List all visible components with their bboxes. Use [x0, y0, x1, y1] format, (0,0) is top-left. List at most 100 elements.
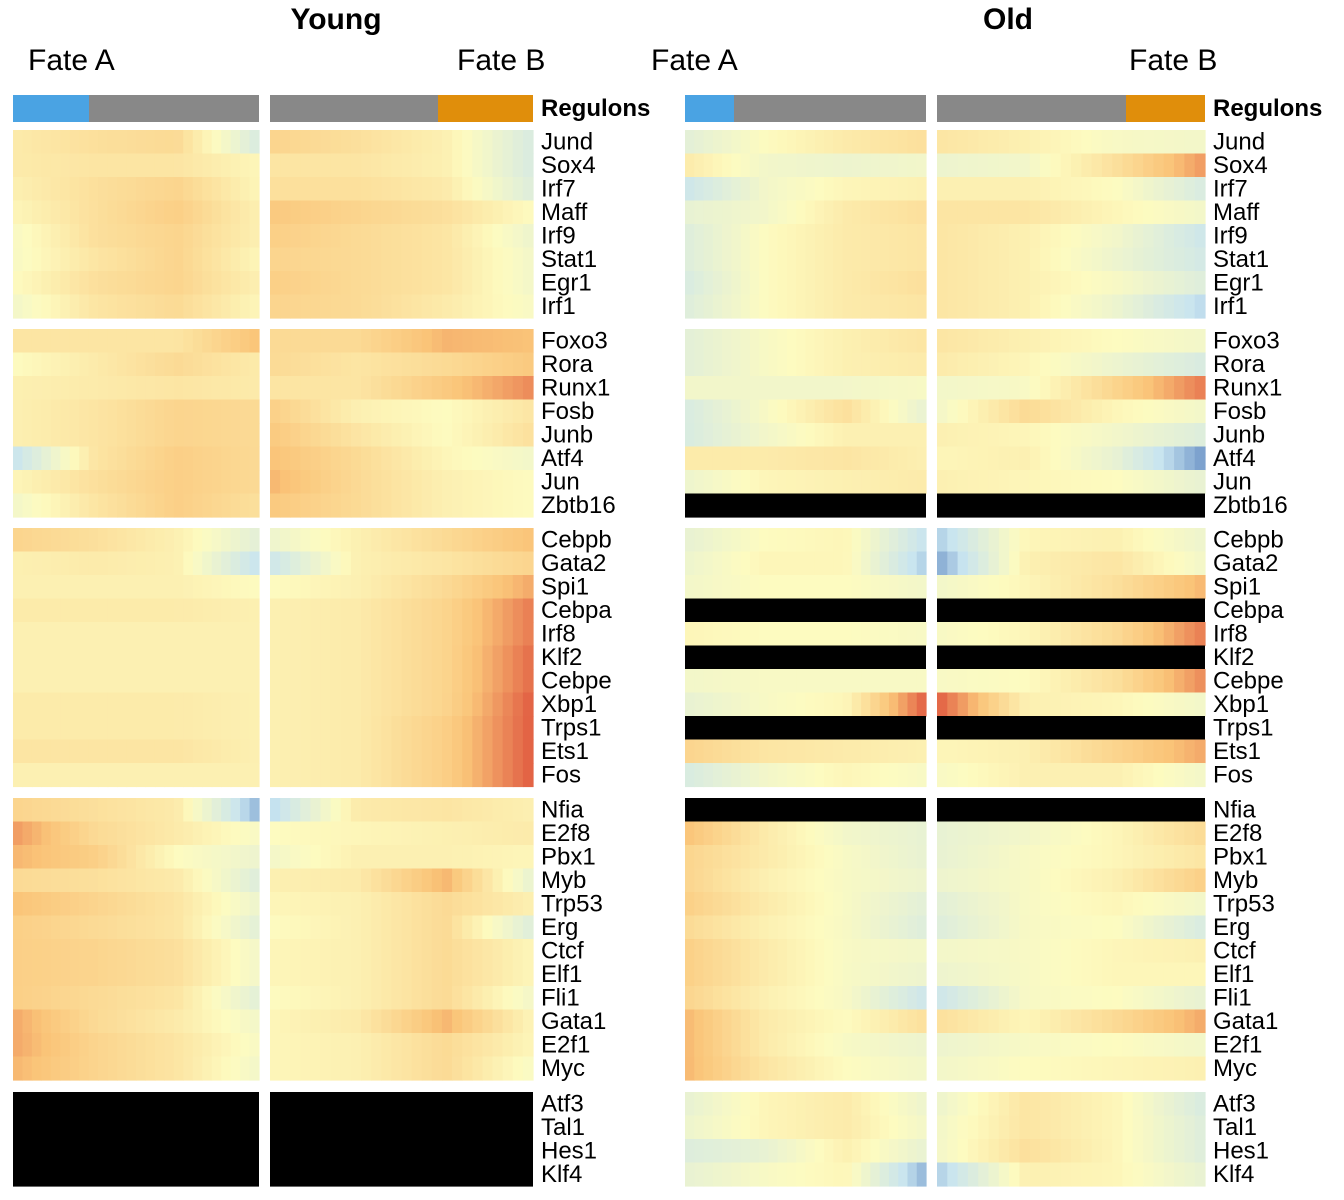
young-cell-Trps1-a-18 — [183, 716, 194, 741]
old-cell-Xbp1-a-0 — [685, 692, 695, 717]
old-cell-Rora-a-0 — [685, 352, 695, 377]
old-cell-Maff-b-10 — [1040, 200, 1051, 225]
young-cell-Trp53-a-9 — [98, 892, 109, 917]
old-cell-Junb-a-24 — [907, 423, 918, 448]
young-cell-Irf9-b-19 — [462, 224, 473, 249]
young-cell-Cebpe-a-10 — [107, 669, 118, 694]
young-cell-Jun-a-10 — [107, 470, 118, 495]
young-cell-Maff-b-15 — [421, 200, 433, 225]
old-cell-Ets1-b-20 — [1143, 739, 1155, 764]
young-cell-Myb-a-25 — [249, 868, 260, 893]
old-cell-Atf4-b-4 — [978, 446, 990, 471]
young-cell-Myb-b-7 — [340, 868, 352, 893]
young-cell-Cebpe-a-4 — [50, 669, 61, 694]
old-cell-Maff-a-4 — [722, 200, 732, 225]
old-cell-Fli1-b-25 — [1194, 986, 1206, 1011]
old-cell-Cebpe-a-8 — [759, 669, 770, 694]
old-cell-Rora-a-25 — [916, 352, 927, 377]
old-cell-Foxo3-b-8 — [1019, 329, 1031, 354]
young-cell-Myc-a-18 — [183, 1056, 194, 1081]
old-cell-Fli1-b-3 — [967, 986, 979, 1011]
old-cell-Cebpe-b-12 — [1060, 669, 1072, 694]
old-cell-Ets1-b-24 — [1184, 739, 1196, 764]
young-row-label-Fli1: Fli1 — [541, 985, 580, 1012]
young-cell-Cebpb-a-20 — [202, 528, 213, 553]
young-cell-Gata1-b-0 — [270, 1009, 281, 1034]
young-cell-Elf1-a-11 — [117, 962, 128, 987]
old-cell-Jund-b-13 — [1071, 130, 1082, 155]
old-cell-Cebpb-a-17 — [842, 528, 853, 553]
young-cell-Pbx1-b-23 — [502, 845, 514, 870]
young-cell-Pbx1-a-24 — [240, 845, 251, 870]
old-cell-Fos-a-5 — [731, 763, 742, 788]
old-cell-Atf3-a-18 — [851, 1092, 862, 1117]
old-cell-Tal1-a-6 — [740, 1115, 751, 1140]
young-cell-Junb-b-18 — [452, 423, 463, 448]
young-cell-Ctcf-b-20 — [472, 939, 484, 964]
young-cell-Foxo3-b-12 — [391, 329, 403, 354]
old-cell-Irf7-b-24 — [1184, 177, 1196, 202]
old-cell-Sox4-a-6 — [740, 153, 751, 178]
young-cell-Stat1-a-2 — [31, 247, 42, 272]
young-cell-Cebpa-a-9 — [98, 598, 109, 623]
old-cell-Atf4-b-19 — [1132, 446, 1144, 471]
old-cell-Jun-b-2 — [957, 470, 969, 495]
young-cell-Myb-b-2 — [290, 868, 301, 893]
young-cell-Elf1-b-7 — [340, 962, 352, 987]
young-cell-Egr1-a-19 — [192, 271, 203, 296]
old-cell-Stat1-a-19 — [861, 247, 871, 272]
old-cell-Egr1-b-6 — [998, 271, 1010, 296]
young-cell-Myb-b-9 — [361, 868, 372, 893]
young-cell-Nfia-b-25 — [522, 798, 534, 823]
young-cell-Cebpa-b-3 — [300, 598, 312, 623]
young-cell-Ets1-a-2 — [31, 739, 42, 764]
young-cell-Elf1-a-19 — [192, 962, 203, 987]
young-cell-Myc-a-25 — [249, 1056, 260, 1081]
old-cell-Irf1-b-1 — [947, 294, 959, 319]
old-cell-Elf1-b-4 — [978, 962, 990, 987]
young-cell-Trps1-b-5 — [320, 716, 332, 741]
young-cell-Foxo3-a-9 — [98, 329, 109, 354]
young-cell-Stat1-b-25 — [522, 247, 534, 272]
old-cell-Klf4-a-2 — [703, 1162, 714, 1187]
young-cell-Stat1-a-4 — [50, 247, 61, 272]
young-cell-Irf1-b-16 — [431, 294, 443, 319]
old-cell-Rora-b-18 — [1122, 352, 1134, 377]
old-cell-Atf3-b-15 — [1091, 1092, 1103, 1117]
young-row-label-Atf4: Atf4 — [541, 445, 584, 472]
old-cell-Foxo3-b-19 — [1132, 329, 1144, 354]
young-cell-Sox4-a-4 — [50, 153, 61, 178]
young-cell-Rora-b-2 — [290, 352, 301, 377]
young-cell-E2f8-a-15 — [154, 821, 165, 846]
young-cell-Atf4-b-15 — [421, 446, 433, 471]
old-cell-Maff-a-25 — [916, 200, 927, 225]
young-cell-Zbtb16-a-6 — [69, 493, 80, 518]
old-cell-Elf1-a-7 — [749, 962, 760, 987]
young-cell-Jund-a-25 — [249, 130, 260, 155]
old-cell-Hes1-a-14 — [814, 1139, 825, 1164]
old-cell-Fosb-b-20 — [1143, 399, 1155, 424]
young-cell-Trp53-a-17 — [173, 892, 184, 917]
old-cell-E2f8-a-2 — [703, 821, 714, 846]
young-cell-Foxo3-a-0 — [13, 329, 24, 354]
old-cell-Foxo3-b-14 — [1081, 329, 1093, 354]
old-cell-Fos-b-12 — [1060, 763, 1072, 788]
young-cell-Irf8-b-15 — [421, 622, 433, 647]
old-cell-Egr1-b-5 — [988, 271, 1000, 296]
old-cell-Trp53-a-5 — [731, 892, 742, 917]
young-cell-Erg-b-3 — [300, 915, 312, 940]
old-cell-Irf8-b-24 — [1184, 622, 1196, 647]
young-cell-Cebpe-a-11 — [117, 669, 128, 694]
young-cell-Cebpb-b-3 — [300, 528, 312, 553]
young-cell-Sox4-b-6 — [330, 153, 342, 178]
young-cell-Rora-b-15 — [421, 352, 433, 377]
young-cell-Egr1-b-15 — [421, 271, 433, 296]
old-cell-Tal1-b-7 — [1009, 1115, 1021, 1140]
old-cell-Irf8-a-5 — [731, 622, 742, 647]
old-cell-Runx1-b-22 — [1163, 376, 1175, 401]
young-cell-Maff-a-3 — [41, 200, 52, 225]
young-cell-Atf4-a-16 — [164, 446, 175, 471]
young-cell-Junb-a-16 — [164, 423, 175, 448]
young-cell-Jun-a-9 — [98, 470, 109, 495]
